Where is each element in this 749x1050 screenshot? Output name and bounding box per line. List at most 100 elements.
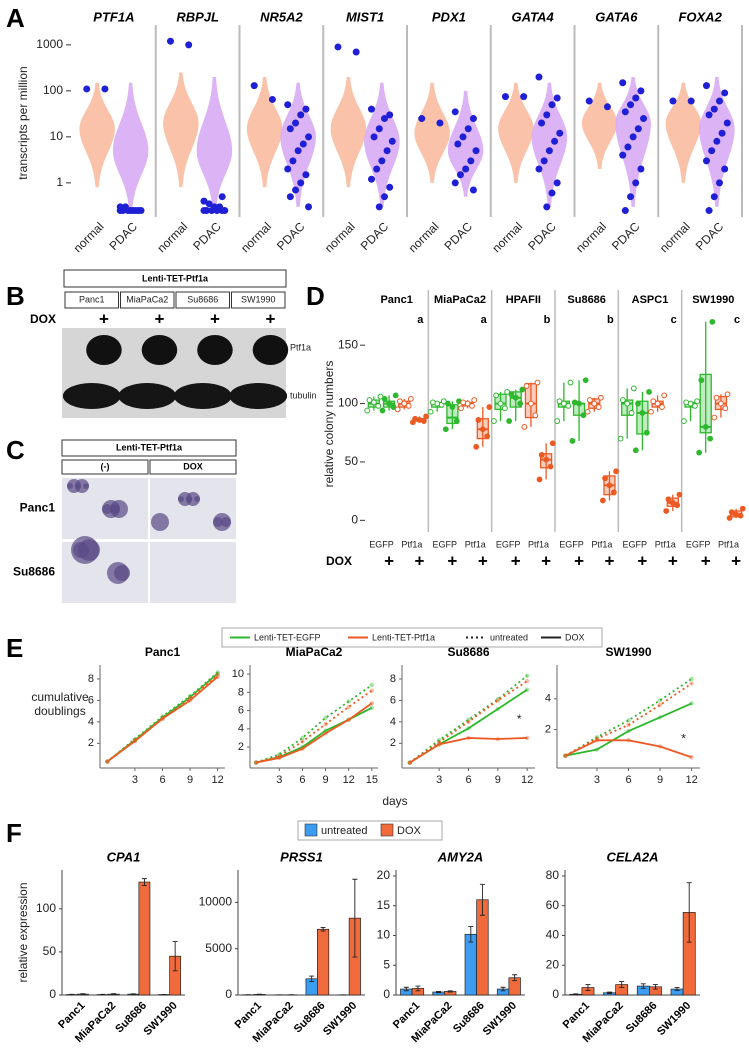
data-point [560, 400, 567, 407]
dox-mark: + [511, 551, 521, 570]
y-tick-label: 0 [351, 512, 358, 526]
significance-letter: a [417, 314, 424, 326]
data-point [669, 499, 676, 506]
x-tick-label: normal [154, 219, 190, 255]
x-tick-label: PDAC [107, 219, 141, 253]
data-point [553, 94, 561, 102]
data-point [540, 157, 548, 165]
data-point [702, 157, 710, 165]
data-point [451, 108, 459, 116]
x-tick-label: normal [406, 219, 442, 255]
y-tick-label: 2 [390, 737, 396, 749]
error-bar [640, 983, 646, 989]
data-point [721, 89, 729, 97]
data-point [436, 119, 444, 127]
x-tick-label: PDAC [609, 219, 643, 253]
data-point [484, 433, 491, 440]
error-bar [320, 926, 326, 932]
data-point [556, 398, 563, 405]
x-tick-label: 12 [685, 774, 697, 786]
facet-title: SW1990 [692, 294, 734, 306]
legend-label: DOX [397, 825, 422, 837]
x-tick-label: 12 [521, 774, 533, 786]
data-point [617, 435, 624, 442]
y-tick-label: 0 [383, 987, 390, 1001]
facet-title: SW1990 [605, 645, 651, 659]
y-tick-label: 100 [338, 396, 358, 410]
data-point [657, 744, 663, 749]
data-point [524, 673, 530, 678]
y-tick-label: 100 [43, 83, 63, 97]
data-point [250, 82, 258, 90]
y-tick-label: 80 [546, 868, 560, 882]
data-point [469, 186, 477, 194]
data-point [292, 119, 300, 127]
violin [531, 82, 568, 207]
legend-swatch [304, 823, 318, 837]
facet-title: HPAFII [506, 294, 541, 306]
data-point [632, 179, 640, 187]
data-point [603, 103, 611, 111]
y-tick-label: 1000 [36, 37, 63, 51]
data-point [554, 418, 561, 424]
violin [163, 72, 199, 188]
x-tick-label: 6 [625, 774, 631, 786]
group-label: Ptf1a [465, 539, 486, 549]
blot-header: Lenti-TET-Ptf1a [142, 273, 209, 283]
y-tick-label: 4 [545, 693, 551, 705]
series-line [409, 680, 528, 764]
series-line [255, 702, 373, 764]
data-point [369, 682, 375, 688]
data-point [580, 412, 587, 419]
y-tick-label: 4 [390, 716, 396, 728]
error-bar [111, 993, 117, 996]
data-point [381, 395, 388, 402]
data-point [286, 125, 294, 133]
data-point [383, 147, 391, 155]
data-point [370, 399, 377, 406]
data-point [548, 101, 556, 109]
error-bar [479, 883, 485, 916]
data-point [543, 203, 551, 211]
dox-mark: + [668, 551, 678, 570]
data-point [460, 399, 467, 406]
data-point [284, 165, 292, 173]
violin [447, 90, 484, 197]
data-point [121, 203, 129, 211]
blot-band [86, 335, 122, 365]
data-point [626, 728, 631, 734]
lane-label: Su8686 [187, 294, 218, 304]
row-label: Panc1 [20, 501, 56, 515]
facet-title: Panc1 [145, 645, 181, 659]
lane-box [231, 291, 286, 309]
data-point [429, 399, 436, 406]
data-point [702, 424, 709, 430]
y-tick-label: 0 [225, 987, 232, 1001]
data-point [215, 674, 220, 680]
x-tick-label: normal [322, 219, 358, 255]
data-point [713, 137, 721, 145]
y-tick-label: 4 [88, 716, 94, 728]
data-point [501, 93, 509, 101]
data-point [536, 476, 543, 483]
x-tick-label: 9 [323, 774, 329, 786]
y-tick-label: 20 [546, 957, 560, 971]
facet-title: MIST1 [346, 9, 384, 24]
violin [498, 82, 534, 183]
data-point [166, 37, 174, 45]
violin [280, 82, 316, 207]
error-bar [619, 981, 625, 989]
data-point [187, 698, 193, 703]
y-tick-label: 6 [238, 704, 244, 716]
data-point [663, 508, 670, 514]
data-point [137, 207, 145, 215]
data-point [687, 97, 695, 105]
dox-mark: + [637, 551, 647, 570]
group-label: EGFP [369, 539, 394, 549]
colony [114, 565, 130, 581]
facet-title: MiaPaCa2 [286, 645, 343, 659]
y-axis-label: cumulative doublings [31, 690, 89, 718]
x-tick-label: 9 [495, 774, 501, 786]
data-point [367, 175, 375, 183]
data-point [543, 456, 550, 463]
